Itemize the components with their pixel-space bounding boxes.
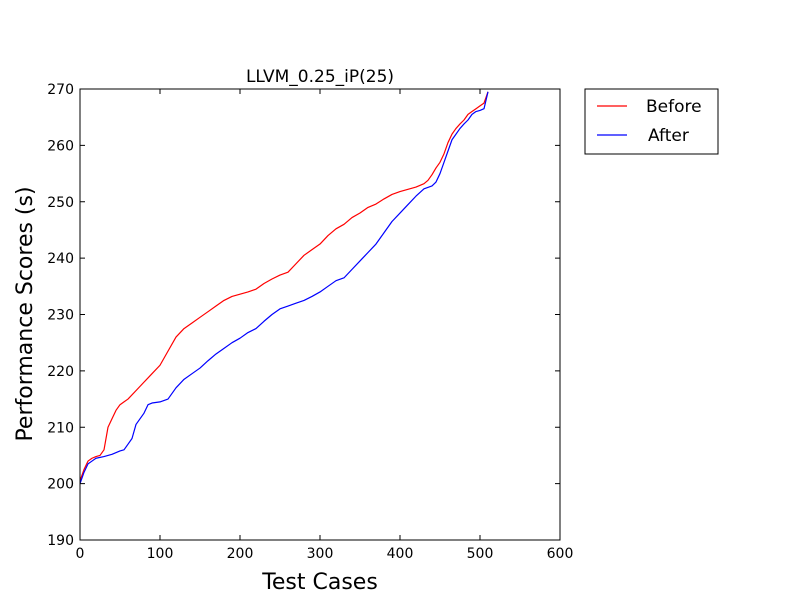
x-tick-label-1: 100 <box>147 546 174 562</box>
y-tick-label-0: 190 <box>47 533 74 549</box>
y-tick-label-5: 240 <box>47 251 74 267</box>
x-axis-label: Test Cases <box>261 570 378 595</box>
y-axis-label: Performance Scores (s) <box>13 186 38 441</box>
y-tick-label-7: 260 <box>47 138 74 154</box>
y-tick-label-2: 210 <box>47 420 74 436</box>
x-tick-label-4: 400 <box>387 546 414 562</box>
plot-area-frame <box>79 88 561 541</box>
legend-label-after: After <box>648 126 689 146</box>
legend: Before After <box>584 88 719 155</box>
x-tick-label-6: 600 <box>547 546 574 562</box>
x-tick-label-2: 200 <box>227 546 254 562</box>
y-tick-label-6: 250 <box>47 195 74 211</box>
y-tick-label-1: 200 <box>47 477 74 493</box>
chart-title: LLVM_0.25_iP(25) <box>246 67 394 87</box>
legend-label-before: Before <box>646 97 702 117</box>
series-line-after <box>79 91 489 484</box>
x-axis-ticks: 0 100 200 300 400 500 600 <box>76 89 574 562</box>
series-layer <box>79 91 489 484</box>
x-tick-label-5: 500 <box>467 546 494 562</box>
y-axis-ticks: 190 200 210 220 230 240 250 260 270 <box>47 82 560 549</box>
y-tick-label-8: 270 <box>47 82 74 98</box>
legend-frame <box>584 88 719 155</box>
series-line-before <box>79 91 489 482</box>
y-tick-label-3: 220 <box>47 364 74 380</box>
x-tick-label-3: 300 <box>307 546 334 562</box>
x-tick-label-0: 0 <box>76 546 85 562</box>
y-tick-label-4: 230 <box>47 308 74 324</box>
